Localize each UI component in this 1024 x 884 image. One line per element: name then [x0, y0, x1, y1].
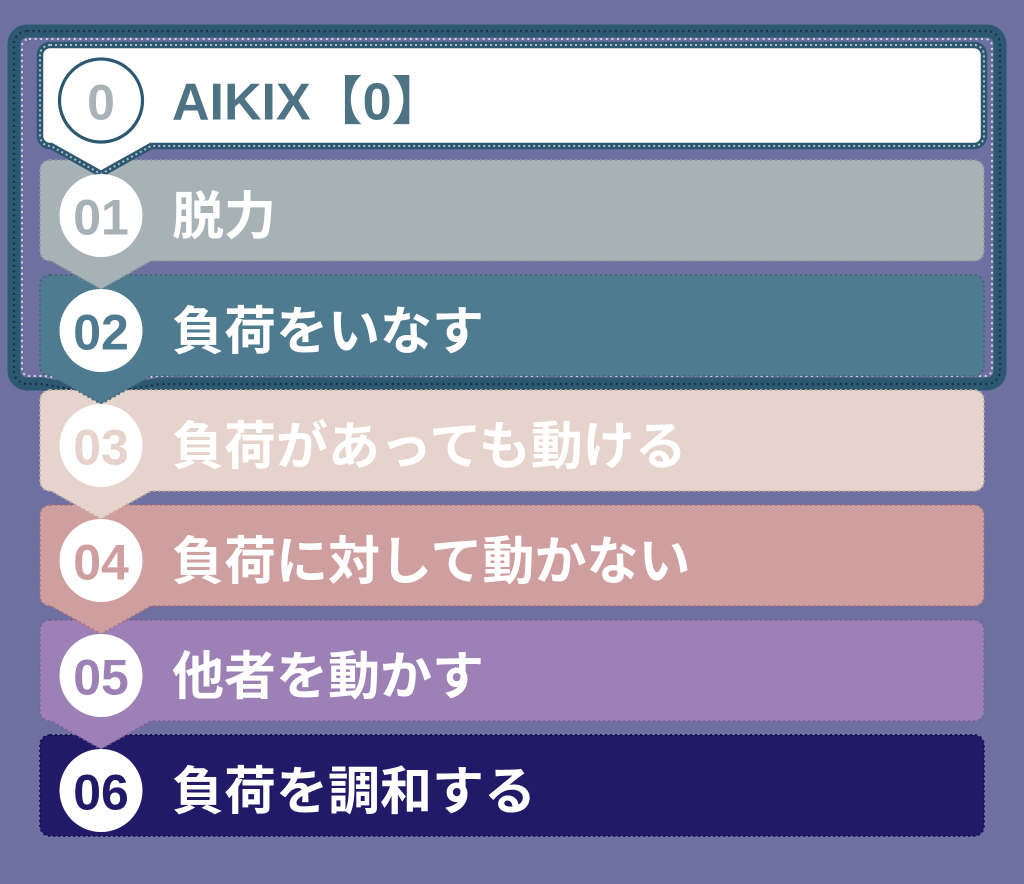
svg-text:負荷に対して動かない: 負荷に対して動かない	[172, 534, 690, 592]
svg-text:03: 03	[73, 420, 129, 476]
svg-text:04: 04	[73, 535, 129, 591]
svg-text:AIKIX【0】: AIKIX【0】	[172, 74, 444, 132]
svg-text:負荷があっても動ける: 負荷があっても動ける	[172, 419, 687, 477]
svg-text:0: 0	[87, 75, 115, 131]
svg-text:脱力: 脱力	[172, 189, 276, 247]
svg-text:02: 02	[73, 305, 129, 361]
svg-text:負荷を調和する: 負荷を調和する	[172, 764, 536, 822]
svg-text:05: 05	[73, 650, 129, 706]
svg-text:他者を動かす: 他者を動かす	[172, 649, 484, 707]
svg-text:01: 01	[73, 190, 129, 246]
svg-text:負荷をいなす: 負荷をいなす	[172, 304, 484, 362]
svg-text:06: 06	[73, 765, 129, 821]
